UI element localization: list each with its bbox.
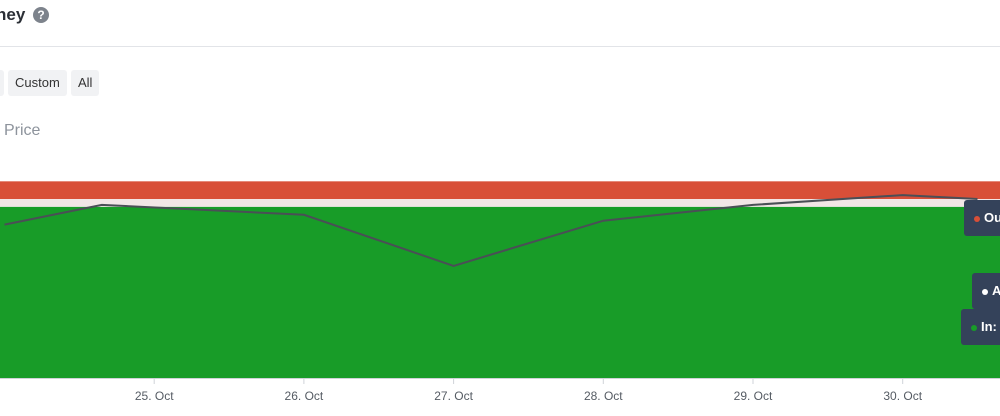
x-tick-label: 28. Oct	[584, 389, 623, 403]
in-tag-label: In:	[981, 319, 997, 334]
range-button-all[interactable]: All	[71, 70, 100, 96]
x-tick-label: 27. Oct	[434, 389, 473, 403]
in-tooltip-tag: In:	[961, 309, 1000, 345]
at-dot-icon	[982, 288, 988, 295]
header: ney ?	[0, 0, 1000, 47]
help-icon[interactable]: ?	[33, 7, 49, 23]
in-band	[0, 206, 1000, 378]
at-tooltip-tag: A	[972, 273, 1000, 309]
in-dot-icon	[971, 324, 977, 331]
out-band	[0, 181, 1000, 200]
out-dot-icon	[974, 215, 980, 222]
price-line	[4, 194, 978, 267]
range-button-partial[interactable]	[0, 70, 4, 96]
at-tag-label: A	[992, 283, 1000, 298]
out-tooltip-tag: Ou	[964, 200, 1000, 236]
at-band	[0, 199, 1000, 207]
range-button-custom[interactable]: Custom	[8, 70, 67, 96]
price-legend-label: Price	[4, 122, 41, 139]
x-tick-label: 30. Oct	[883, 389, 922, 403]
out-tag-label: Ou	[984, 210, 1000, 225]
page-title: ney	[0, 5, 26, 24]
x-tick-label: 25. Oct	[135, 389, 174, 403]
x-tick-label: 29. Oct	[734, 389, 773, 403]
x-tick-label: 26. Oct	[285, 389, 324, 403]
